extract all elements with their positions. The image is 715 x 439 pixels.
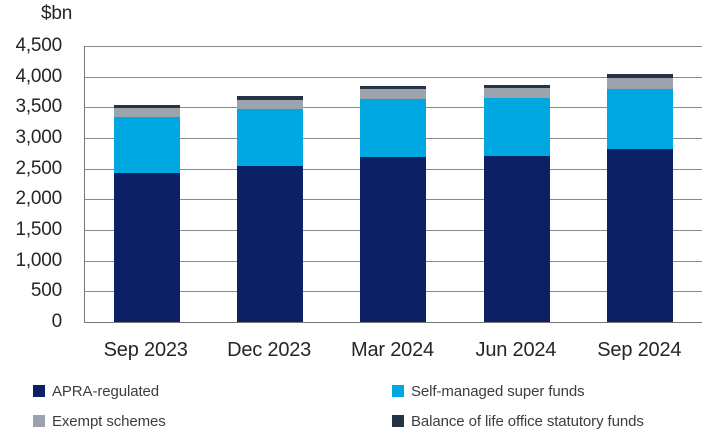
y-tick-label: 1,500 (15, 219, 62, 240)
bar-segment (237, 100, 304, 110)
legend-swatch-icon (392, 415, 404, 427)
y-tick-label: 4,500 (15, 35, 62, 56)
legend-label: Self-managed super funds (411, 382, 585, 400)
bar-segment (360, 89, 427, 100)
bar-segment (237, 96, 304, 101)
bar-segment (113, 117, 180, 174)
y-tick-label: 2,500 (15, 157, 62, 179)
legend-label: Balance of life office statutory funds (411, 412, 644, 430)
bar-segment (483, 84, 550, 89)
bar-segment (113, 108, 180, 118)
bar-segment (607, 77, 674, 90)
x-tick-label: Sep 2024 (597, 339, 682, 361)
legend-swatch-icon (33, 415, 45, 427)
legend-label: APRA-regulated (52, 382, 159, 400)
y-axis-unit-label: $bn (41, 3, 73, 24)
x-axis: Sep 2023 Dec 2023 Mar 2024 Jun 2024 Sep 2024 (84, 337, 701, 363)
bar-dec-2023 (208, 46, 331, 322)
gridline (85, 46, 702, 47)
bar-segment (483, 97, 550, 157)
legend-label: Exempt schemes (52, 412, 166, 430)
bar-segment (360, 157, 427, 322)
gridline (85, 76, 702, 78)
bar-segment (360, 99, 427, 158)
legend-item-balance-of-life-office-statutory-funds: Balance of life office statutory funds (392, 406, 715, 436)
legend: APRA-regulated Self-managed super funds Ex… (0, 376, 715, 436)
y-tick-label: 0 (51, 311, 63, 332)
x-tick-label: Jun 2024 (475, 339, 557, 361)
bar-segment (607, 74, 674, 78)
bar-segment (237, 165, 304, 322)
y-tick-label: 2,000 (15, 188, 62, 210)
legend-swatch-icon (33, 385, 45, 397)
legend-item-self-managed-super-funds: Self-managed super funds (392, 376, 715, 406)
bar-segment (113, 173, 180, 322)
legend-item-apra-regulated: APRA-regulated (0, 376, 392, 406)
x-tick-label: Mar 2024 (351, 339, 434, 361)
y-tick-label: 3,500 (15, 96, 62, 118)
bar-segment (113, 104, 180, 109)
bar-segment (607, 149, 674, 322)
bar-segment (607, 89, 674, 150)
legend-swatch-icon (392, 385, 404, 397)
bar-mar-2024 (332, 46, 455, 322)
bar-sep-2024 (579, 46, 702, 322)
bar-segment (360, 85, 427, 90)
bar-sep-2023 (85, 46, 208, 322)
x-tick-label: Sep 2023 (103, 339, 188, 361)
bar-segment (237, 109, 304, 166)
legend-item-exempt-schemes: Exempt schemes (0, 406, 392, 436)
y-axis: 0 500 1,000 1,500 2,000 2,500 3,000 3,500 4,000 4… (0, 36, 62, 332)
y-tick-label: 3,000 (15, 127, 62, 148)
plot-area (84, 46, 702, 323)
y-tick-label: 4,000 (15, 65, 62, 87)
y-tick-label: 500 (30, 280, 62, 302)
bar-segment (483, 156, 550, 322)
bar-jun-2024 (455, 46, 578, 322)
x-tick-label: Dec 2023 (227, 339, 312, 361)
bar-segment (483, 88, 550, 98)
y-tick-label: 1,000 (15, 249, 62, 271)
